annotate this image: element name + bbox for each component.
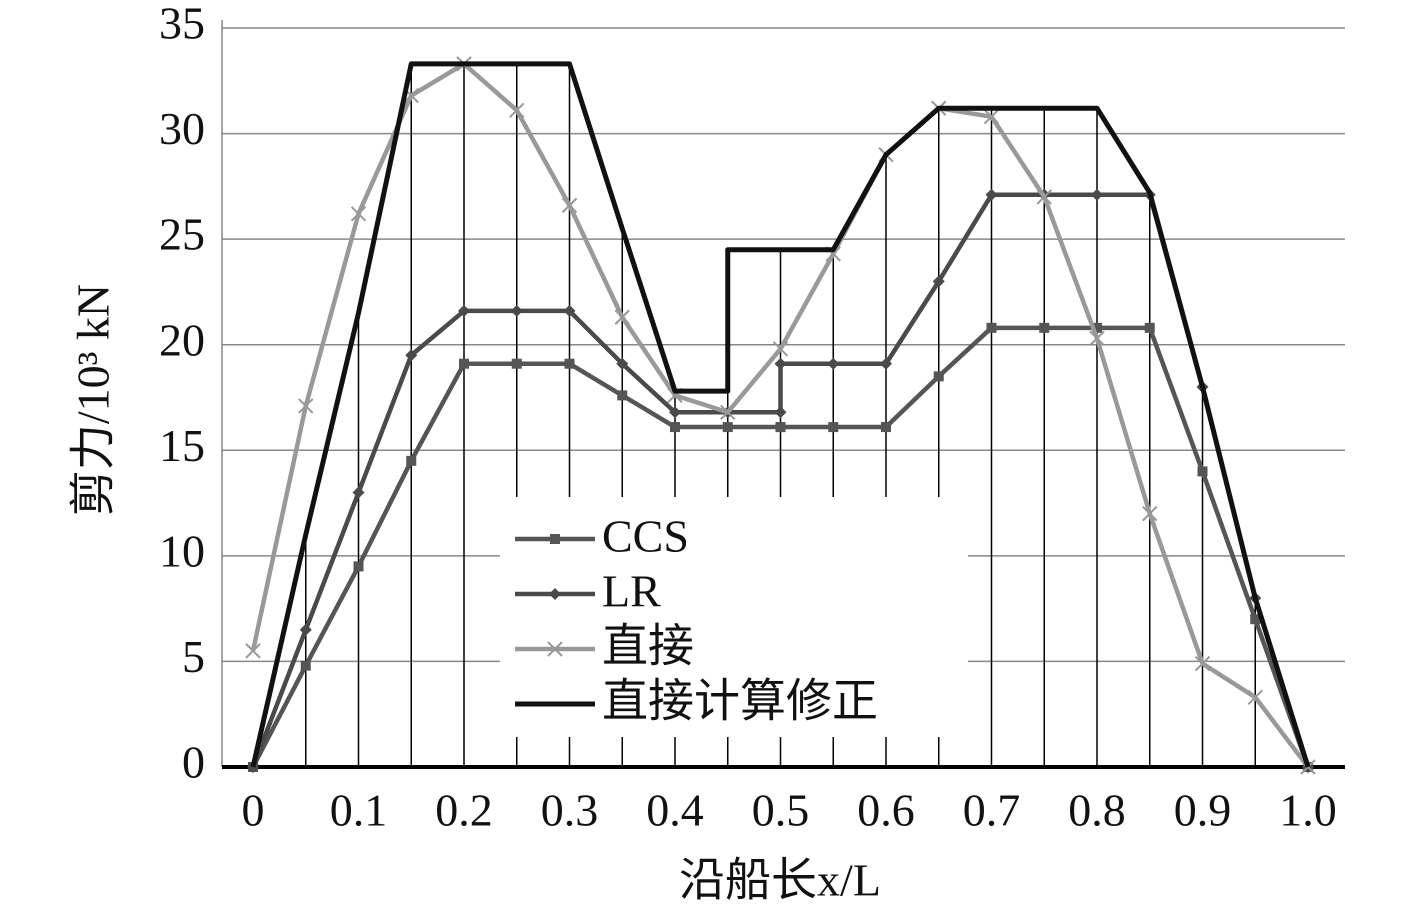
marker — [933, 371, 944, 382]
x-tick-label: 0.8 — [1068, 785, 1126, 836]
y-tick-label: 0 — [182, 737, 205, 788]
marker — [1039, 322, 1050, 333]
x-tick-label: 0.9 — [1174, 785, 1232, 836]
marker — [509, 102, 525, 119]
y-tick-label: 25 — [159, 209, 205, 260]
marker — [617, 390, 628, 401]
y-tick-label: 30 — [159, 103, 205, 154]
marker — [880, 357, 892, 370]
marker — [986, 322, 997, 333]
x-tick-label: 0.3 — [541, 785, 599, 836]
marker — [1092, 322, 1102, 333]
marker — [1197, 466, 1208, 477]
marker — [406, 455, 417, 466]
marker — [1089, 330, 1105, 347]
y-tick-label: 10 — [159, 525, 205, 576]
marker — [827, 357, 840, 370]
x-tick-label: 0 — [242, 785, 265, 836]
marker — [511, 358, 522, 369]
marker — [772, 341, 789, 357]
marker — [1144, 322, 1155, 333]
marker — [775, 422, 786, 433]
marker — [669, 406, 681, 419]
legend-marker — [549, 588, 561, 600]
marker — [563, 304, 576, 317]
marker — [720, 404, 736, 420]
x-tick-label: 0.5 — [752, 785, 810, 836]
marker — [564, 358, 575, 369]
y-tick-label: 20 — [159, 314, 205, 365]
marker — [1194, 655, 1211, 672]
marker — [245, 643, 261, 659]
marker — [458, 304, 470, 317]
x-axis-label: 沿船长x/L — [679, 855, 881, 906]
marker — [1036, 189, 1052, 205]
legend-label: LR — [602, 566, 661, 617]
x-tick-label: 0.4 — [646, 785, 704, 836]
marker — [828, 422, 839, 433]
marker — [298, 398, 314, 414]
x-tick-label: 0.7 — [963, 785, 1021, 836]
marker — [932, 275, 945, 288]
marker — [405, 349, 418, 362]
marker — [881, 422, 891, 433]
marker — [300, 660, 311, 671]
y-tick-label: 15 — [159, 420, 205, 471]
y-tick-label: 5 — [182, 631, 205, 682]
marker — [774, 406, 787, 419]
marker — [561, 197, 578, 214]
marker — [670, 422, 680, 433]
marker — [722, 422, 733, 433]
y-axis-label: 剪力/10³ kN — [68, 284, 119, 516]
marker — [1142, 505, 1158, 522]
marker — [299, 623, 312, 636]
series-line — [250, 61, 1311, 768]
marker — [1247, 689, 1263, 706]
marker — [459, 358, 469, 369]
legend-label: 直接计算修正 — [602, 676, 878, 727]
marker — [510, 304, 523, 317]
legend-label: 直接 — [602, 621, 694, 672]
y-tick-label: 35 — [159, 0, 205, 49]
x-tick-label: 0.6 — [857, 785, 915, 836]
marker — [614, 309, 630, 325]
marker — [352, 486, 365, 499]
x-tick-label: 0.1 — [330, 785, 388, 836]
legend-marker — [550, 534, 560, 544]
marker — [353, 561, 364, 572]
marker — [985, 188, 998, 201]
marker — [1250, 614, 1261, 625]
x-tick-label: 1.0 — [1279, 785, 1337, 836]
series-line — [250, 192, 1311, 768]
legend-marker — [547, 641, 563, 657]
marker — [774, 357, 787, 370]
marker — [616, 357, 629, 370]
legend-label: CCS — [602, 511, 689, 562]
marker — [983, 108, 1000, 125]
x-tick-label: 0.2 — [435, 785, 493, 836]
marker — [350, 206, 367, 222]
marker — [1091, 188, 1103, 201]
